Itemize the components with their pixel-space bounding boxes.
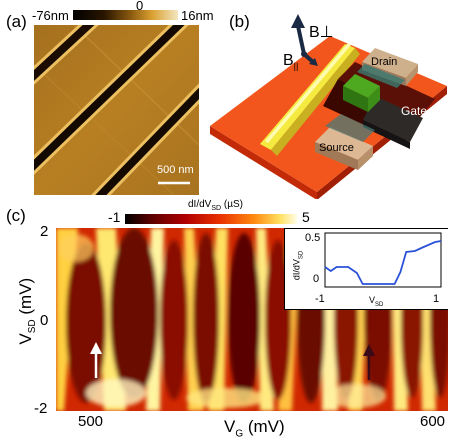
inset-xlabel: VSD — [369, 295, 384, 308]
gate-label: Gate — [401, 104, 428, 118]
inset-series-line — [324, 240, 442, 285]
b-par-label: B|| — [283, 52, 299, 72]
panel-a-label: (a) — [6, 12, 27, 31]
ytick-minus2: -2 — [34, 400, 48, 417]
afm-image: 500 nm — [34, 25, 199, 195]
inset-xtick-minus1: -1 — [315, 293, 325, 305]
xtick-500: 500 — [78, 413, 104, 430]
ytick-2: 2 — [40, 223, 49, 240]
inset-xtick-1: 1 — [433, 293, 440, 305]
ytick-0: 0 — [40, 312, 49, 329]
panel-b-label: (b) — [229, 12, 250, 31]
inset-ylabel: dI/dVSD — [291, 250, 305, 281]
device-schematic: B⊥ B|| Drain Gate Source — [205, 14, 460, 199]
afm-colorbar — [73, 10, 178, 20]
afm-scalebar-label: 500 nm — [157, 164, 194, 176]
afm-scale-mid: 0 — [136, 0, 144, 13]
colorbar-label: dI/dVSD (µS) — [188, 199, 243, 212]
map-colorbar — [125, 214, 297, 224]
afm-scale-min: -76nm — [32, 8, 69, 23]
panel-c-label: (c) — [6, 206, 26, 225]
b-perp-label: B⊥ — [309, 24, 334, 41]
colorbar-min: -1 — [108, 209, 121, 225]
colorbar-max: 5 — [302, 209, 310, 225]
inset-ytick-0: 0 — [313, 273, 320, 285]
source-label: Source — [319, 142, 354, 154]
drain-label: Drain — [371, 56, 398, 68]
inset-ytick-05: 0.5 — [305, 232, 321, 244]
xtick-600: 600 — [420, 413, 446, 430]
map-ylabel: VSD (mV) — [15, 277, 39, 345]
map-xlabel: VG (mV) — [224, 417, 285, 440]
dIdV-map: dI/dVSD 0.5 0 -1 1 VSD — [56, 228, 448, 411]
inset-plot: dI/dVSD 0.5 0 -1 1 VSD — [284, 228, 448, 310]
afm-scale-max: 16nm — [181, 8, 214, 23]
inset-frame — [324, 232, 442, 288]
